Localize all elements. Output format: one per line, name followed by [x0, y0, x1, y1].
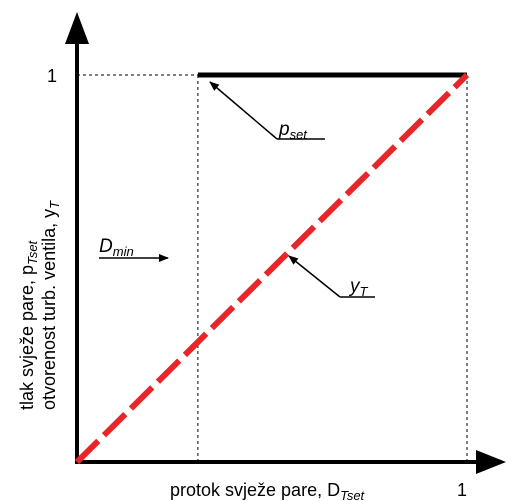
annotation-d-min-label: Dmin [99, 236, 134, 259]
series-line-y-t [74, 72, 470, 465]
x-tick-label-1: 1 [457, 480, 467, 500]
annotation-y-t-arrow [288, 255, 341, 298]
annotation-d-min: Dmin [99, 236, 169, 262]
x-axis-arrow-icon [476, 450, 506, 474]
annotation-p-set: pset [209, 81, 325, 142]
y-axis-label-line1: tlak svježe pare, pTset [17, 239, 40, 410]
y-axis-arrow-icon [65, 12, 89, 44]
annotation-p-set-label: pset [278, 119, 308, 142]
y-tick-label-1: 1 [47, 66, 57, 86]
y-axis-label-line2: otvorenost turb. ventila, yT [39, 200, 62, 410]
annotation-y-t-label: yT [348, 276, 369, 299]
annotation-p-set-arrow [209, 81, 278, 140]
x-axis-label: protok svježe pare, DTset [170, 480, 366, 501]
annotation-y-t: yT [288, 255, 375, 299]
